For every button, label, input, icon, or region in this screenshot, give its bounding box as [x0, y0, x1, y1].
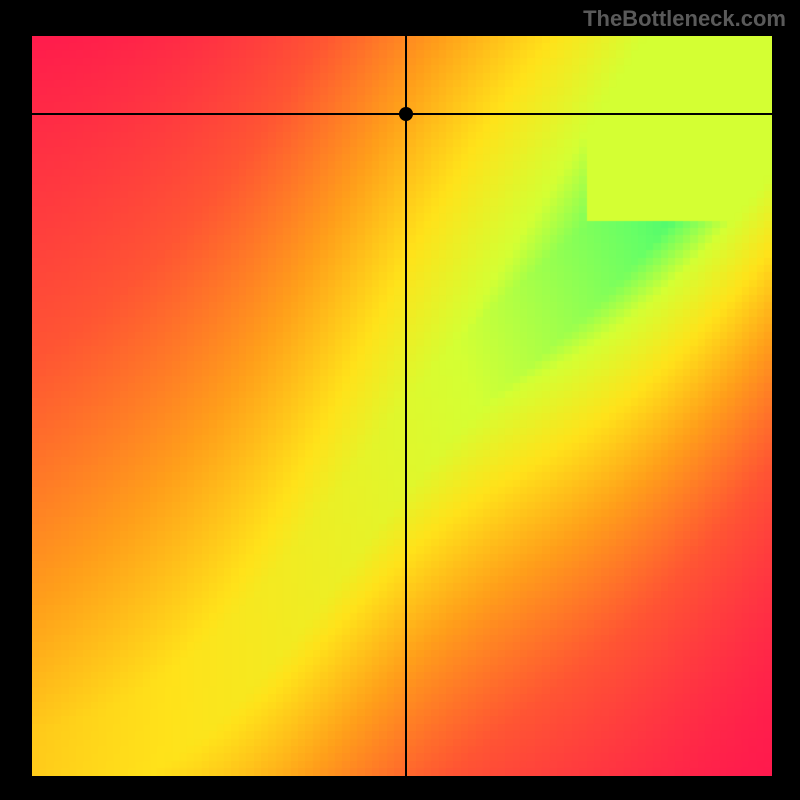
watermark-text: TheBottleneck.com	[583, 6, 786, 32]
crosshair-vertical-line	[405, 36, 407, 776]
bottleneck-heatmap	[32, 36, 772, 776]
chart-container: { "type": "heatmap", "watermark": { "tex…	[0, 0, 800, 800]
crosshair-marker	[399, 107, 413, 121]
